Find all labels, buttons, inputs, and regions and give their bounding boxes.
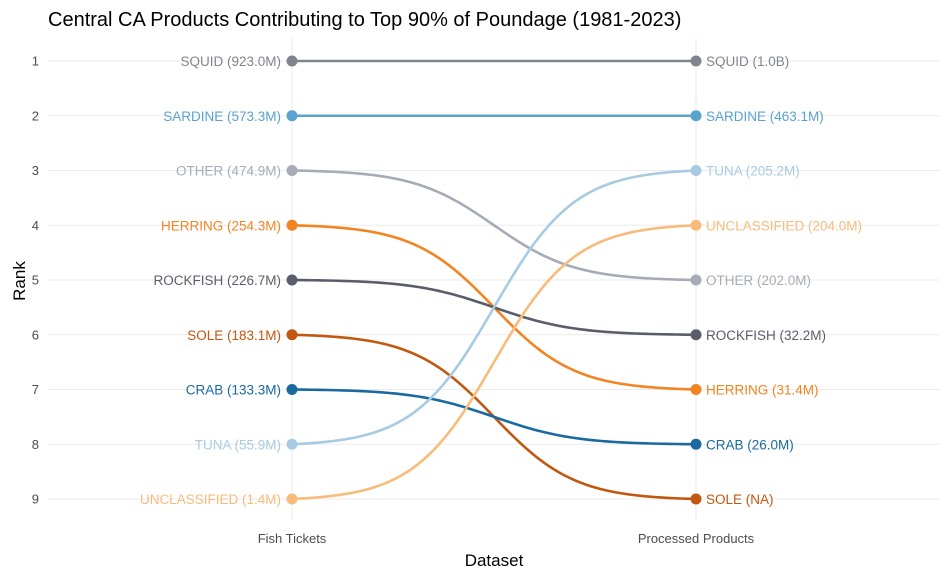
data-point — [286, 493, 298, 505]
x-axis-ticks: Fish Tickets Processed Products — [258, 531, 755, 546]
x-tick-label: Fish Tickets — [258, 531, 327, 546]
y-tick-label: 6 — [32, 327, 39, 342]
data-point — [690, 438, 702, 450]
point-label: SQUID (1.0B) — [706, 54, 789, 69]
data-point — [286, 165, 298, 176]
point-label: UNCLASSIFIED (1.4M) — [140, 492, 281, 507]
y-tick-label: 9 — [32, 492, 39, 507]
data-point — [690, 165, 702, 176]
y-tick-label: 8 — [32, 437, 39, 452]
series-line — [290, 388, 698, 446]
point-label: HERRING (31.4M) — [706, 383, 819, 398]
point-label: OTHER (474.9M) — [176, 164, 281, 179]
point-label: SOLE (183.1M) — [187, 328, 281, 343]
data-point — [690, 493, 702, 505]
series-points — [286, 55, 702, 505]
data-point — [286, 384, 298, 395]
data-point — [690, 110, 702, 122]
series-line — [290, 223, 698, 501]
series-lines — [290, 59, 698, 501]
y-tick-label: 7 — [32, 382, 39, 397]
point-label: ROCKFISH (226.7M) — [153, 273, 281, 288]
point-label: OTHER (202.0M) — [706, 273, 811, 288]
series-line — [290, 169, 698, 446]
point-labels: SQUID (923.0M) SQUID (1.0B) SARDINE (573.3… — [140, 54, 862, 507]
data-point — [286, 438, 298, 450]
data-point — [690, 219, 702, 231]
data-point — [690, 274, 702, 286]
point-label: ROCKFISH (32.2M) — [706, 328, 826, 343]
point-label: UNCLASSIFIED (204.0M) — [706, 218, 862, 233]
x-axis-title: Dataset — [465, 551, 524, 570]
point-label: TUNA (205.2M) — [706, 164, 800, 179]
point-label: HERRING (254.3M) — [161, 218, 281, 233]
y-axis-title: Rank — [10, 261, 29, 301]
data-point — [690, 55, 702, 67]
point-label: SARDINE (573.3M) — [163, 109, 281, 124]
y-tick-label: 4 — [32, 218, 39, 233]
point-label: CRAB (26.0M) — [706, 437, 794, 452]
point-label: TUNA (55.9M) — [195, 437, 281, 452]
point-label: SQUID (923.0M) — [180, 54, 281, 69]
data-point — [286, 110, 298, 122]
data-point — [286, 274, 298, 286]
chart-title: Central CA Products Contributing to Top … — [48, 9, 681, 31]
data-point — [286, 55, 298, 67]
data-point — [286, 329, 298, 341]
point-label: SARDINE (463.1M) — [706, 109, 824, 124]
y-tick-label: 2 — [32, 108, 39, 123]
x-tick-label: Processed Products — [638, 531, 755, 546]
y-tick-label: 5 — [32, 273, 39, 288]
point-label: CRAB (133.3M) — [186, 383, 281, 398]
point-label: SOLE (NA) — [706, 492, 774, 507]
data-point — [690, 329, 702, 341]
y-tick-label: 3 — [32, 163, 39, 178]
data-point — [690, 384, 702, 395]
y-tick-label: 1 — [32, 54, 39, 69]
y-axis-ticks: 1 2 3 4 5 6 7 8 9 — [32, 54, 39, 507]
data-point — [286, 219, 298, 231]
series-line — [290, 169, 698, 282]
